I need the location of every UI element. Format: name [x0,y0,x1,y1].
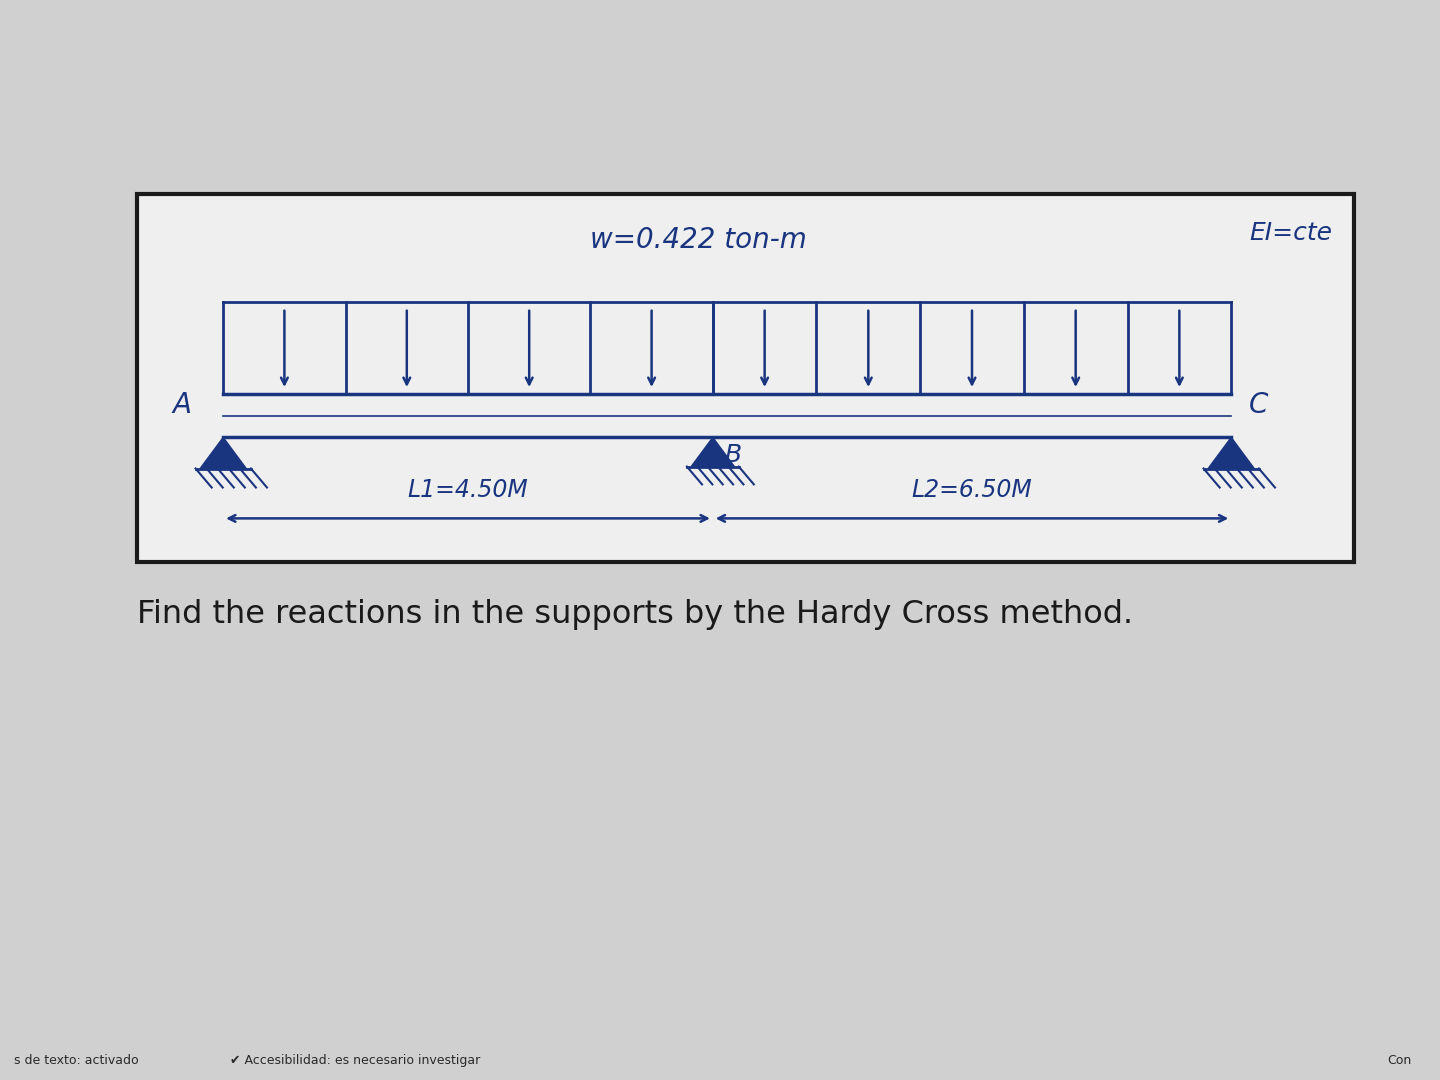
Text: B: B [724,443,742,467]
Text: s de texto: activado: s de texto: activado [14,1054,140,1067]
Text: C: C [1248,391,1267,419]
Text: L1=4.50M: L1=4.50M [408,478,528,502]
Text: A: A [173,391,192,419]
Text: L2=6.50M: L2=6.50M [912,478,1032,502]
Text: Find the reactions in the supports by the Hardy Cross method.: Find the reactions in the supports by th… [137,599,1133,631]
FancyBboxPatch shape [137,194,1354,562]
Text: EI=cte: EI=cte [1248,221,1332,245]
Text: Con: Con [1387,1054,1411,1067]
Polygon shape [1208,437,1254,469]
Text: ✔ Accesibilidad: es necesario investigar: ✔ Accesibilidad: es necesario investigar [230,1054,481,1067]
Polygon shape [200,437,246,469]
Text: w=0.422 ton-m: w=0.422 ton-m [590,226,806,254]
Polygon shape [691,437,734,467]
